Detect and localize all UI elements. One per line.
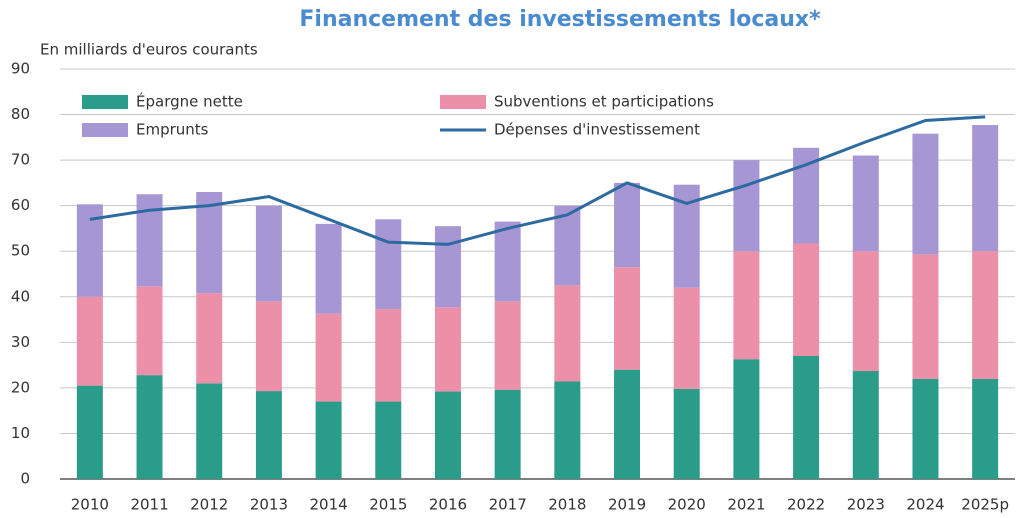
bar-segment bbox=[315, 401, 342, 479]
bar-segment bbox=[733, 251, 760, 360]
bar-segment bbox=[554, 381, 581, 479]
bar-segment bbox=[614, 369, 641, 479]
bar-segment bbox=[255, 391, 282, 479]
legend-label: Emprunts bbox=[136, 121, 209, 139]
bar-segment bbox=[852, 155, 879, 252]
y-tick-label: 20 bbox=[11, 378, 30, 396]
bar-segment bbox=[972, 378, 999, 479]
bar-segment bbox=[255, 301, 282, 392]
y-tick-label: 70 bbox=[11, 151, 30, 169]
x-tick-label: 2018 bbox=[548, 496, 586, 514]
bar-segment bbox=[315, 313, 342, 402]
y-tick-label: 30 bbox=[11, 333, 30, 351]
bar-segment bbox=[972, 251, 999, 379]
bar-segment bbox=[375, 219, 402, 310]
y-tick-label: 60 bbox=[11, 196, 30, 214]
bar-segment bbox=[793, 243, 820, 356]
x-tick-label: 2014 bbox=[310, 496, 348, 514]
bar-segment bbox=[912, 133, 939, 255]
legend-label: Dépenses d'investissement bbox=[494, 121, 700, 139]
bar-segment bbox=[196, 293, 223, 384]
line bbox=[89, 115, 986, 246]
bar-segment bbox=[614, 267, 641, 370]
bar-segment bbox=[76, 204, 103, 297]
x-tick-label: 2023 bbox=[847, 496, 885, 514]
bar-segment bbox=[852, 371, 879, 479]
bar-segment bbox=[554, 205, 581, 286]
bar-segment bbox=[793, 356, 820, 479]
legend-label: Subventions et participations bbox=[494, 93, 714, 111]
bar-segment bbox=[315, 223, 342, 314]
x-tick-label: 2011 bbox=[130, 496, 168, 514]
bar-segment bbox=[196, 383, 223, 479]
bar-segment bbox=[614, 182, 641, 268]
x-tick-label: 2025p bbox=[961, 496, 1009, 514]
bar-segment bbox=[136, 286, 163, 376]
bar-segment bbox=[255, 205, 282, 302]
x-tick-label: 2013 bbox=[250, 496, 288, 514]
x-tick-label: 2024 bbox=[906, 496, 944, 514]
y-tick-label: 80 bbox=[11, 105, 30, 123]
bar-segment bbox=[912, 378, 939, 479]
x-tick-label: 2016 bbox=[429, 496, 467, 514]
bar-segment bbox=[733, 160, 760, 252]
x-tick-label: 2021 bbox=[727, 496, 765, 514]
bar-segment bbox=[136, 375, 163, 479]
x-tick-label: 2020 bbox=[668, 496, 706, 514]
bar-segment bbox=[554, 285, 581, 382]
bar-segment bbox=[673, 388, 700, 479]
bar-segment bbox=[76, 296, 103, 386]
bar-segment bbox=[434, 307, 461, 392]
bar-segment bbox=[76, 385, 103, 479]
x-tick-label: 2017 bbox=[489, 496, 527, 514]
y-tick-label: 0 bbox=[20, 470, 30, 488]
y-tick-label: 40 bbox=[11, 287, 30, 305]
x-tick-label: 2019 bbox=[608, 496, 646, 514]
y-tick-label: 10 bbox=[11, 424, 30, 442]
bar-segment bbox=[494, 221, 521, 302]
x-tick-label: 2012 bbox=[190, 496, 228, 514]
bar-segment bbox=[852, 251, 879, 372]
legend-swatch bbox=[440, 95, 486, 109]
bar-segment bbox=[375, 309, 402, 402]
x-tick-label: 2010 bbox=[71, 496, 109, 514]
y-tick-label: 90 bbox=[11, 60, 30, 78]
bar-segment bbox=[494, 301, 521, 390]
legend-swatch bbox=[82, 123, 128, 137]
x-tick-label: 2015 bbox=[369, 496, 407, 514]
y-axis-label: En milliards d'euros courants bbox=[40, 41, 258, 59]
bar-segment bbox=[196, 192, 223, 294]
bar-segment bbox=[434, 391, 461, 479]
bar-segment bbox=[912, 254, 939, 379]
y-tick-label: 50 bbox=[11, 242, 30, 260]
legend-label: Épargne nette bbox=[136, 92, 243, 111]
bar-segment bbox=[494, 389, 521, 479]
bar-segment bbox=[673, 287, 700, 389]
x-tick-label: 2022 bbox=[787, 496, 825, 514]
legend-swatch bbox=[82, 95, 128, 109]
chart-title: Financement des investissements locaux* bbox=[299, 7, 821, 32]
bar-segment bbox=[375, 401, 402, 479]
bar-segment bbox=[972, 125, 999, 252]
bar-segment bbox=[434, 226, 461, 308]
bar-segment bbox=[733, 359, 760, 479]
